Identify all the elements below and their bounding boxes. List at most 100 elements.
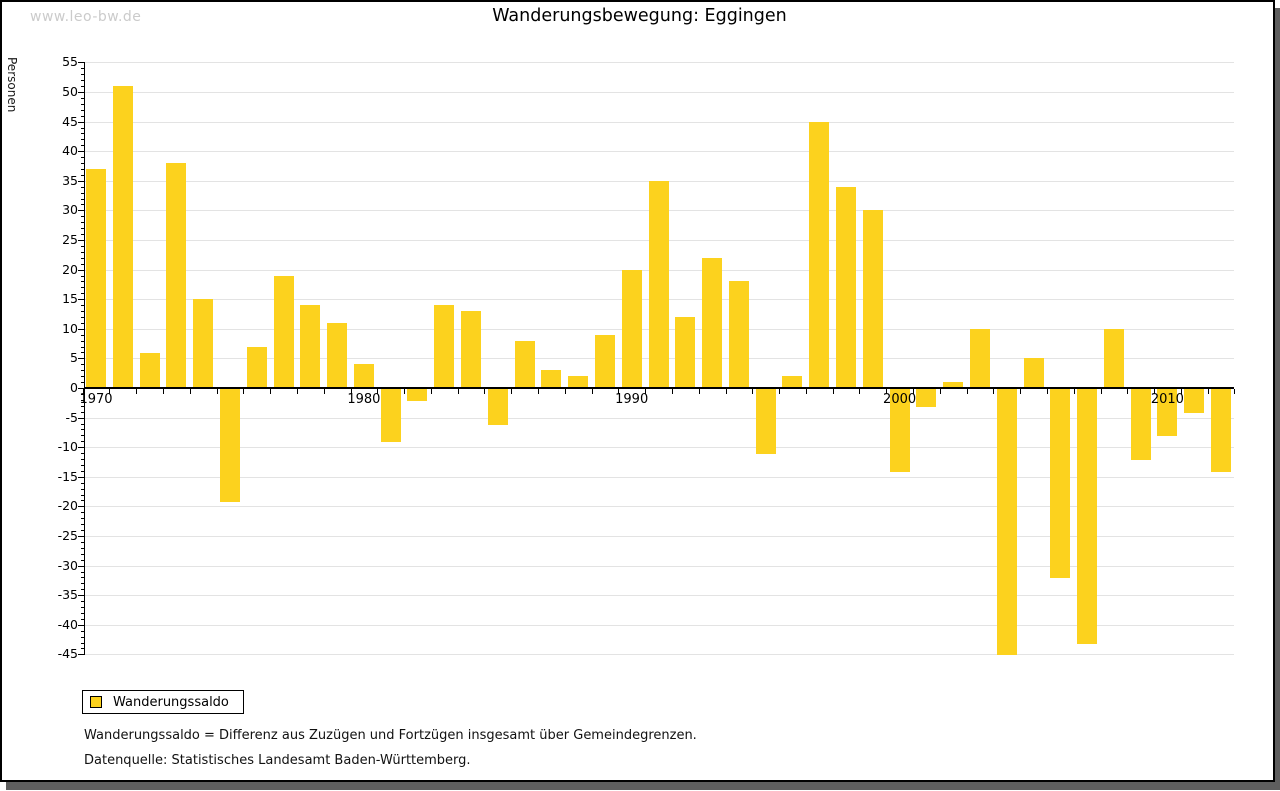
y-axis-tick — [81, 251, 84, 253]
bar-1972 — [139, 352, 160, 388]
x-axis-zero-line — [84, 387, 1234, 389]
y-axis-tick — [78, 240, 84, 241]
y-axis-tick — [81, 352, 84, 354]
y-axis-tick — [81, 216, 84, 218]
y-axis-tick — [81, 559, 84, 561]
y-axis-tick — [81, 453, 84, 455]
x-axis-tick — [913, 389, 914, 394]
y-tick-label: 45 — [62, 113, 78, 129]
y-axis-tick — [81, 577, 84, 579]
gridline — [84, 447, 1234, 449]
y-axis-tick — [81, 340, 84, 342]
y-axis-tick — [81, 281, 84, 283]
y-axis-tick — [81, 524, 84, 526]
x-axis-tick — [993, 389, 995, 394]
y-axis-tick — [78, 417, 84, 419]
y-axis-tick — [81, 612, 84, 614]
y-axis-tick — [81, 163, 84, 165]
bar-1975 — [219, 389, 240, 502]
y-axis-tick — [81, 482, 84, 484]
y-axis-tick — [81, 399, 84, 401]
y-axis — [84, 62, 85, 655]
y-axis-tick — [78, 388, 84, 389]
y-axis-tick — [81, 293, 84, 295]
y-axis-tick — [81, 429, 84, 431]
y-axis-tick — [81, 192, 84, 194]
bar-1994 — [728, 281, 749, 388]
y-axis-tick — [81, 234, 84, 236]
x-axis-tick — [591, 389, 593, 394]
y-axis-tick — [81, 322, 84, 324]
y-tick-label: -5 — [65, 409, 78, 425]
y-axis-tick — [81, 553, 84, 555]
x-axis-tick — [1234, 389, 1236, 394]
gridline — [84, 536, 1234, 537]
x-tick-label: 1970 — [79, 392, 113, 407]
x-axis-tick — [779, 389, 780, 394]
y-axis-tick — [81, 636, 84, 638]
y-axis-tick — [81, 382, 84, 384]
y-axis-tick — [81, 393, 84, 395]
y-tick-label: -30 — [57, 557, 78, 573]
bar-1970 — [86, 169, 106, 388]
gridline — [84, 62, 1234, 64]
x-tick-label: 1980 — [347, 392, 381, 407]
y-axis-tick — [81, 500, 84, 502]
bar-2009 — [1130, 389, 1151, 460]
y-axis-tick — [81, 512, 84, 514]
y-axis-tick — [81, 245, 84, 247]
gridline — [84, 624, 1234, 626]
y-tick-label: 50 — [62, 84, 78, 99]
x-axis-tick — [484, 389, 486, 394]
y-axis-tick — [81, 470, 84, 472]
y-axis-tick — [81, 145, 84, 147]
bar-1982 — [407, 389, 428, 401]
y-axis-tick — [81, 228, 84, 230]
x-axis-tick — [163, 389, 164, 394]
y-axis-tick — [81, 648, 84, 650]
legend-label: Wanderungssaldo — [113, 694, 229, 710]
y-axis-tick — [78, 299, 84, 301]
y-axis-tick — [78, 654, 84, 656]
y-axis-tick — [81, 370, 84, 372]
y-axis-tick — [81, 74, 84, 76]
x-axis-tick — [886, 389, 888, 394]
y-axis-tick — [81, 97, 84, 99]
y-axis-tick — [81, 80, 84, 82]
y-axis-tick — [81, 263, 84, 265]
y-axis-tick — [78, 565, 84, 567]
x-axis-tick — [939, 389, 941, 394]
bar-1997 — [809, 121, 830, 388]
x-axis-tick — [1020, 389, 1022, 394]
y-tick-label: 5 — [70, 350, 78, 366]
bar-1984 — [461, 311, 481, 388]
bar-1976 — [246, 346, 267, 388]
x-axis-tick — [1180, 389, 1182, 394]
x-axis-tick — [377, 389, 379, 394]
y-axis-tick — [78, 328, 84, 330]
x-axis-tick — [752, 389, 754, 394]
y-axis-tick — [81, 530, 84, 532]
footnote-definition: Wanderungssaldo = Differenz aus Zuzügen … — [84, 728, 697, 743]
y-axis-tick — [81, 618, 84, 620]
x-axis-tick — [564, 389, 566, 394]
x-axis-tick — [243, 389, 245, 394]
y-axis-tick — [78, 506, 84, 508]
y-axis-tick — [81, 139, 84, 141]
y-axis-tick — [81, 68, 84, 70]
y-axis-tick — [81, 642, 84, 644]
y-tick-label: -10 — [57, 439, 78, 455]
y-axis-tick — [81, 547, 84, 549]
y-tick-label: 10 — [62, 320, 78, 336]
gridline — [84, 121, 1234, 123]
page-title: Wanderungsbewegung: Eggingen — [492, 6, 787, 26]
bar-2003 — [969, 328, 990, 388]
x-axis-tick — [805, 389, 807, 394]
x-axis-tick — [1073, 389, 1075, 394]
bar-2004 — [996, 389, 1017, 656]
y-axis-tick — [78, 269, 84, 271]
y-axis-tick — [81, 376, 84, 378]
y-tick-label: -20 — [57, 498, 78, 514]
y-axis-tick — [81, 133, 84, 135]
